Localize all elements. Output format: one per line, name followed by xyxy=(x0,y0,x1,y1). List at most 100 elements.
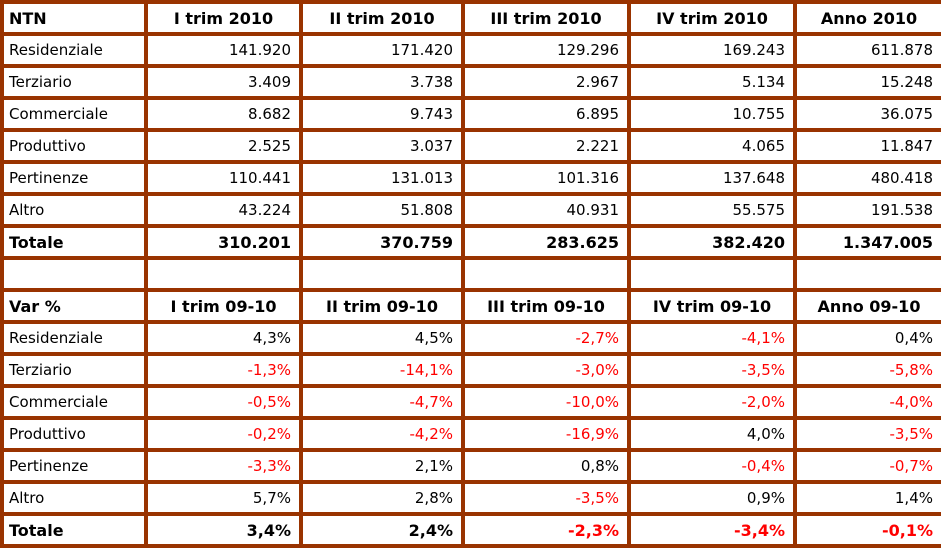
row-label: Altro xyxy=(2,482,146,514)
header-row-ntn-2010: NTN I trim 2010 II trim 2010 III trim 2010 I… xyxy=(2,2,941,34)
value-cell: -14,1% xyxy=(301,354,463,386)
value-cell: 3.409 xyxy=(146,66,301,98)
value-cell: -3,5% xyxy=(795,418,941,450)
value-cell: 101.316 xyxy=(463,162,629,194)
value-cell: 55.575 xyxy=(629,194,795,226)
row-label: Terziario xyxy=(2,354,146,386)
row-label: Totale xyxy=(2,226,146,258)
value-cell: 2.967 xyxy=(463,66,629,98)
value-cell: 11.847 xyxy=(795,130,941,162)
table-row: Pertinenze 110.441 131.013 101.316 137.648 48… xyxy=(2,162,941,194)
value-cell: 0,9% xyxy=(629,482,795,514)
table-row: Commerciale 8.682 9.743 6.895 10.755 36.075 xyxy=(2,98,941,130)
value-cell: 36.075 xyxy=(795,98,941,130)
column-header: IV trim 2010 xyxy=(629,2,795,34)
value-cell: 10.755 xyxy=(629,98,795,130)
value-cell: 3.037 xyxy=(301,130,463,162)
column-header: Anno 09-10 xyxy=(795,290,941,322)
empty-cell xyxy=(795,258,941,290)
value-cell: 43.224 xyxy=(146,194,301,226)
value-cell: 1,4% xyxy=(795,482,941,514)
table-row: Residenziale 4,3% 4,5% -2,7% -4,1% 0,4% xyxy=(2,322,941,354)
column-header: II trim 09-10 xyxy=(301,290,463,322)
empty-cell xyxy=(301,258,463,290)
value-cell: -3,5% xyxy=(463,482,629,514)
value-cell: 15.248 xyxy=(795,66,941,98)
value-cell: -1,3% xyxy=(146,354,301,386)
value-cell: 40.931 xyxy=(463,194,629,226)
value-cell: 141.920 xyxy=(146,34,301,66)
value-cell: 191.538 xyxy=(795,194,941,226)
row-label: Produttivo xyxy=(2,418,146,450)
row-label: Terziario xyxy=(2,66,146,98)
value-cell: 5.134 xyxy=(629,66,795,98)
value-cell: 9.743 xyxy=(301,98,463,130)
column-header: NTN xyxy=(2,2,146,34)
table-row: Terziario -1,3% -14,1% -3,0% -3,5% -5,8% xyxy=(2,354,941,386)
value-cell: 4,0% xyxy=(629,418,795,450)
value-cell: 131.013 xyxy=(301,162,463,194)
value-cell: 3.738 xyxy=(301,66,463,98)
value-cell: -0,2% xyxy=(146,418,301,450)
value-cell: 0,8% xyxy=(463,450,629,482)
value-cell: -3,3% xyxy=(146,450,301,482)
row-label: Residenziale xyxy=(2,322,146,354)
value-cell: 4,5% xyxy=(301,322,463,354)
column-header: I trim 2010 xyxy=(146,2,301,34)
value-cell: 2.525 xyxy=(146,130,301,162)
value-cell: 611.878 xyxy=(795,34,941,66)
row-label: Residenziale xyxy=(2,34,146,66)
value-cell: -2,3% xyxy=(463,514,629,546)
value-cell: 171.420 xyxy=(301,34,463,66)
empty-cell xyxy=(2,258,146,290)
value-cell: -2,7% xyxy=(463,322,629,354)
column-header: II trim 2010 xyxy=(301,2,463,34)
table-row: Pertinenze -3,3% 2,1% 0,8% -0,4% -0,7% xyxy=(2,450,941,482)
empty-cell xyxy=(463,258,629,290)
column-header: I trim 09-10 xyxy=(146,290,301,322)
value-cell: 370.759 xyxy=(301,226,463,258)
row-label: Pertinenze xyxy=(2,450,146,482)
value-cell: 480.418 xyxy=(795,162,941,194)
table-row: Residenziale 141.920 171.420 129.296 169.243… xyxy=(2,34,941,66)
value-cell: 2,4% xyxy=(301,514,463,546)
value-cell: -4,0% xyxy=(795,386,941,418)
total-row-ntn-2010: Totale 310.201 370.759 283.625 382.420 1.347.… xyxy=(2,226,941,258)
value-cell: -3,4% xyxy=(629,514,795,546)
column-header: Var % xyxy=(2,290,146,322)
value-cell: 283.625 xyxy=(463,226,629,258)
table-row: Produttivo 2.525 3.037 2.221 4.065 11.847 xyxy=(2,130,941,162)
row-label: Produttivo xyxy=(2,130,146,162)
row-label: Pertinenze xyxy=(2,162,146,194)
value-cell: -3,0% xyxy=(463,354,629,386)
table-row: Terziario 3.409 3.738 2.967 5.134 15.248 xyxy=(2,66,941,98)
value-cell: 8.682 xyxy=(146,98,301,130)
header-row-var-percent-09-10: Var % I trim 09-10 II trim 09-10 III trim 0… xyxy=(2,290,941,322)
table-row: Altro 43.224 51.808 40.931 55.575 191.538 xyxy=(2,194,941,226)
value-cell: 310.201 xyxy=(146,226,301,258)
value-cell: 110.441 xyxy=(146,162,301,194)
column-header: Anno 2010 xyxy=(795,2,941,34)
value-cell: 137.648 xyxy=(629,162,795,194)
table-row: Altro 5,7% 2,8% -3,5% 0,9% 1,4% xyxy=(2,482,941,514)
value-cell: -3,5% xyxy=(629,354,795,386)
value-cell: -0,5% xyxy=(146,386,301,418)
value-cell: 6.895 xyxy=(463,98,629,130)
value-cell: 2,8% xyxy=(301,482,463,514)
empty-cell xyxy=(629,258,795,290)
total-row-var-percent-09-10: Totale 3,4% 2,4% -2,3% -3,4% -0,1% xyxy=(2,514,941,546)
column-header: IV trim 09-10 xyxy=(629,290,795,322)
row-label: Commerciale xyxy=(2,98,146,130)
row-label: Altro xyxy=(2,194,146,226)
empty-cell xyxy=(146,258,301,290)
value-cell: -5,8% xyxy=(795,354,941,386)
value-cell: -0,1% xyxy=(795,514,941,546)
row-label: Commerciale xyxy=(2,386,146,418)
table-row: Commerciale -0,5% -4,7% -10,0% -2,0% -4,0% xyxy=(2,386,941,418)
value-cell: -0,7% xyxy=(795,450,941,482)
spacer-row xyxy=(2,258,941,290)
value-cell: -4,2% xyxy=(301,418,463,450)
